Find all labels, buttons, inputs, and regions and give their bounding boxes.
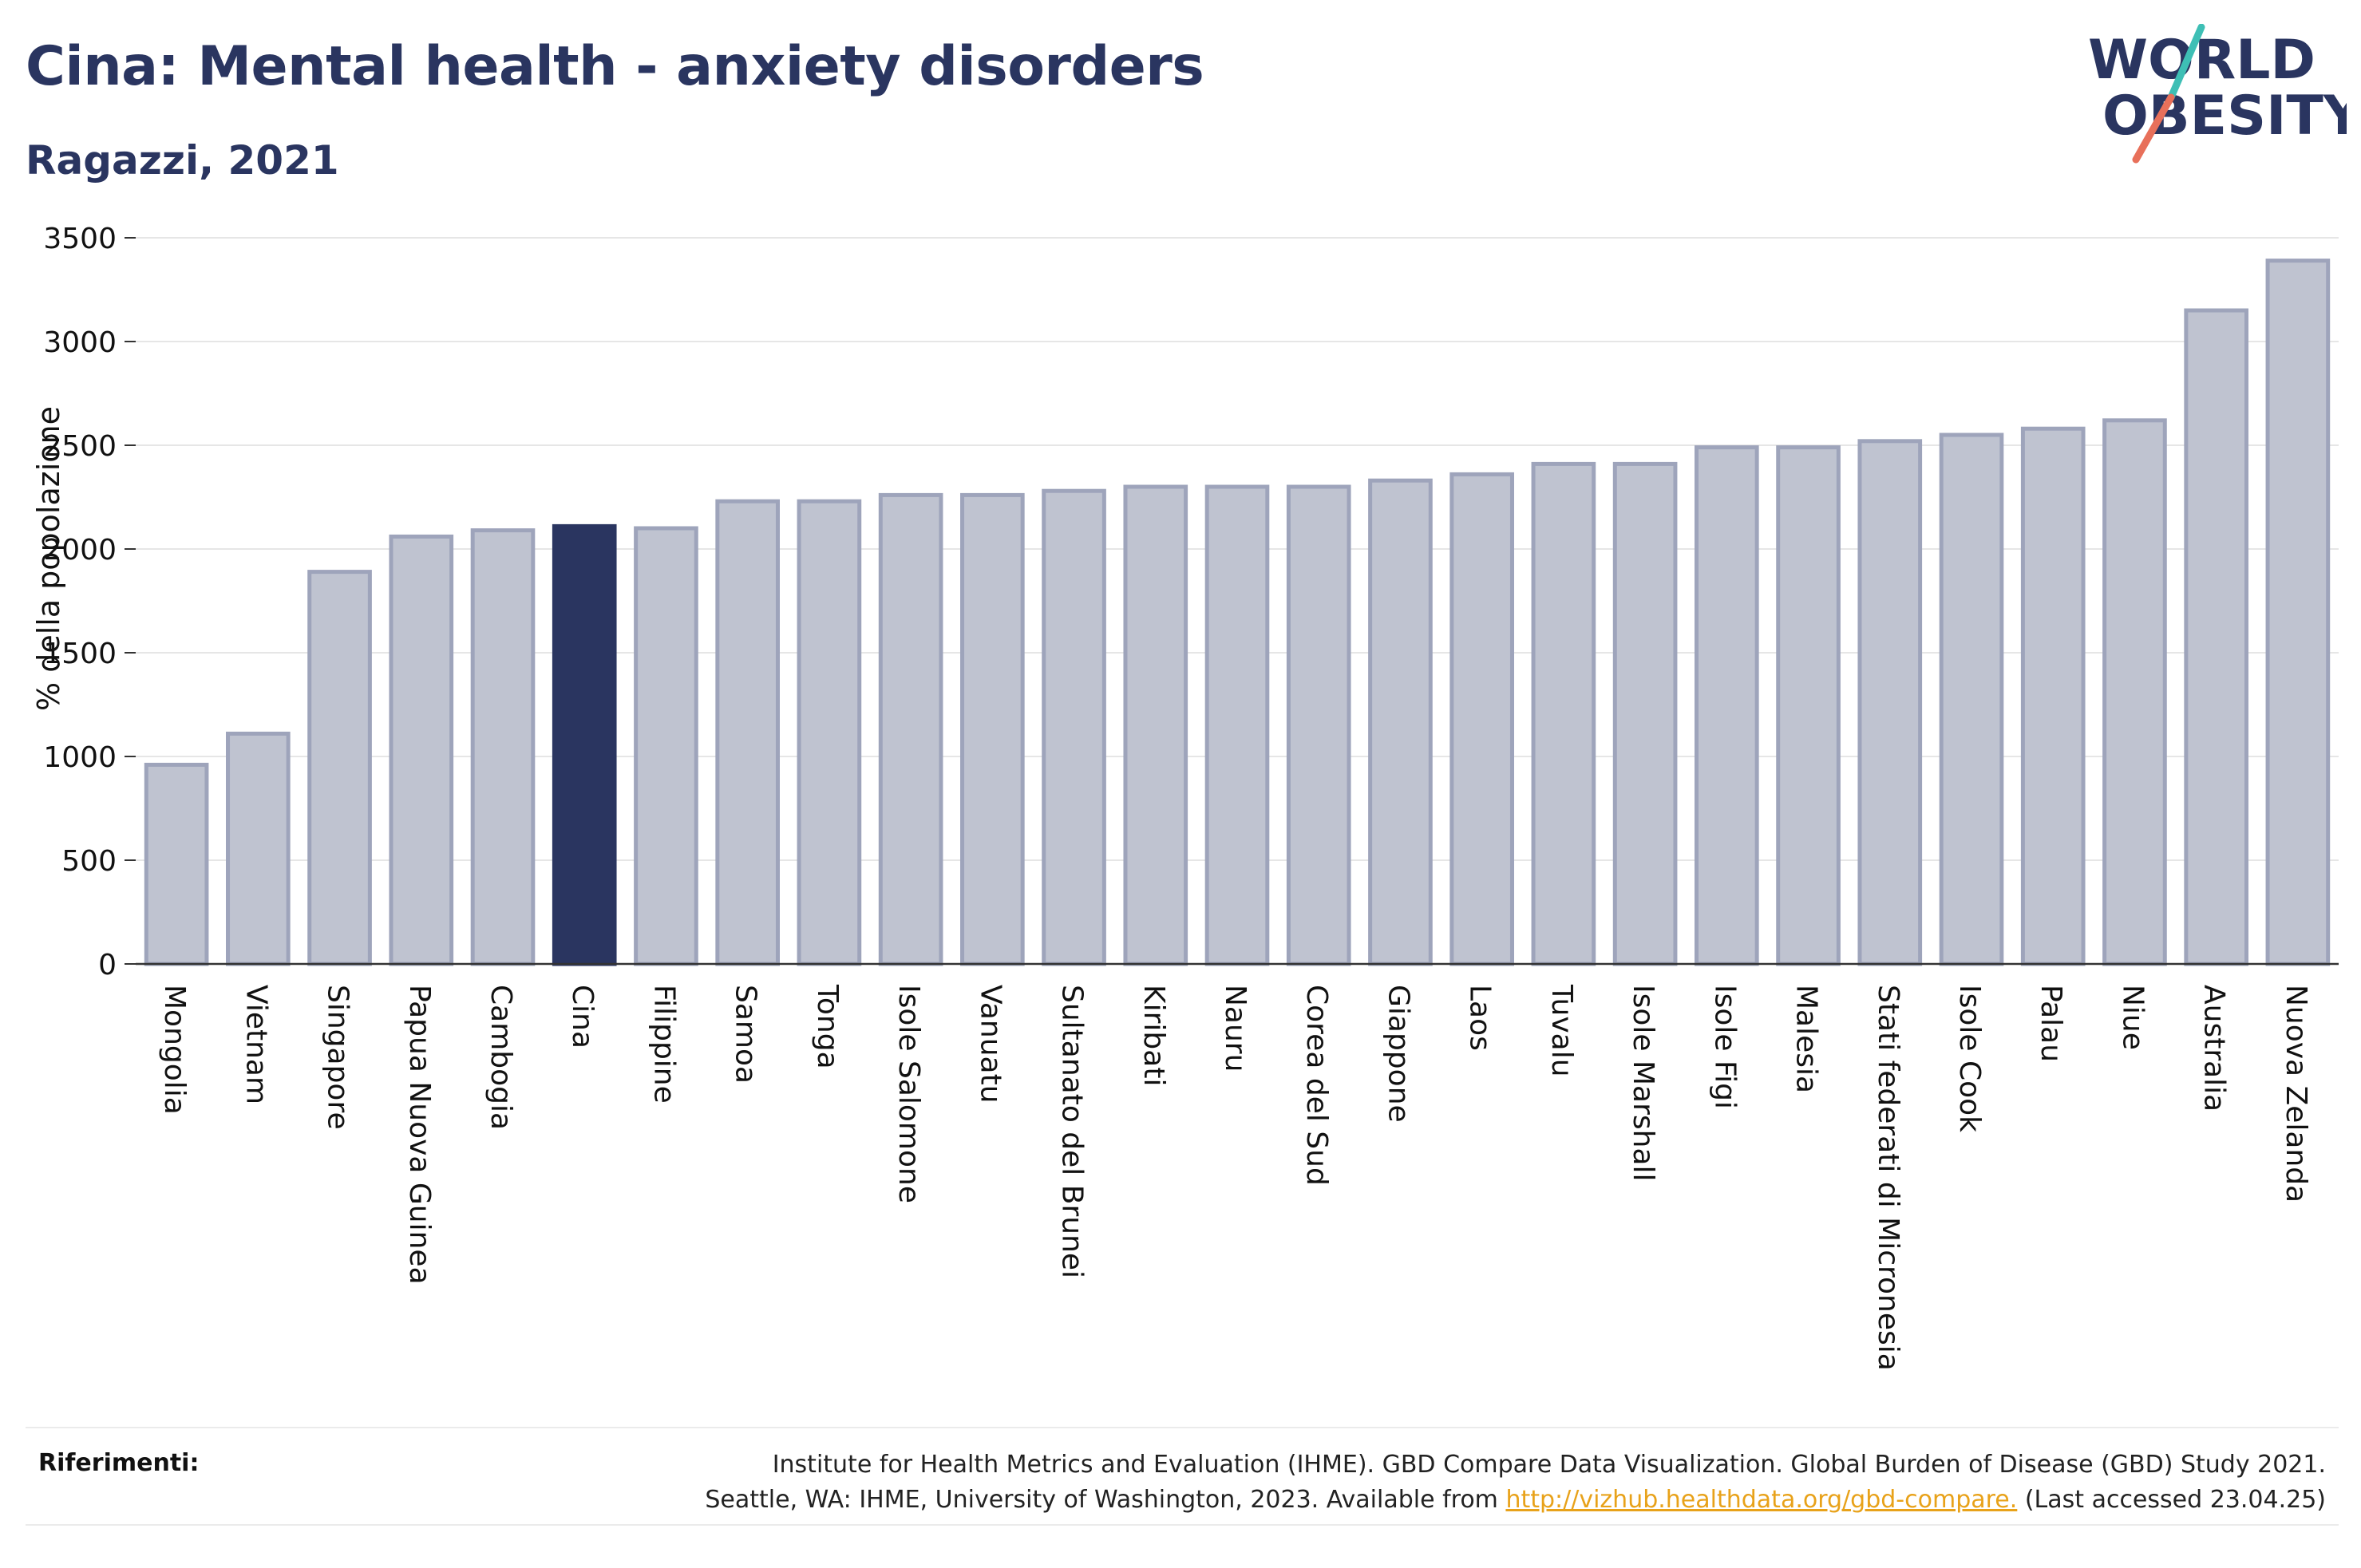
bar-australia [2184,308,2248,966]
reference-line-1: Institute for Health Metrics and Evaluat… [772,1451,2326,1479]
bar-niue [2102,418,2167,966]
x-tick-label: Tonga [811,984,844,1069]
y-tick-label: 2500 [43,430,117,463]
footer-divider-top [26,1427,2339,1428]
x-tick-label: Sultanato del Brunei [1056,985,1089,1278]
y-axis-label: % della popolazione [31,406,66,711]
y-tick-label: 0 [98,949,117,981]
chart-subtitle: Ragazzi, 2021 [26,137,339,184]
y-tick-label: 1500 [43,638,117,670]
x-tick-label: Samoa [730,985,762,1084]
bar-laos [1449,472,1514,966]
bar-filippine [634,526,698,966]
x-tick-label: Tuvalu [1545,984,1578,1077]
bar-malesia [1776,445,1841,966]
bar-vanuatu [960,492,1025,966]
bar-stati-federati-di-micronesia [1857,439,1923,966]
x-tick-label: Stati federati di Micronesia [1872,985,1904,1371]
chart-title: Cina: Mental health - anxiety disorders [26,35,1204,98]
y-tick-label: 3000 [43,326,117,359]
bar-sultanato-del-brunei [1042,488,1106,966]
bar-giappone [1368,478,1433,966]
x-tick-label: Giappone [1382,985,1414,1123]
x-tick-label: Vanuatu [974,985,1006,1104]
x-tick-label: Singapore [322,985,354,1130]
x-tick-label: Cambogia [484,985,517,1130]
bar-corea-del-sud [1286,484,1351,966]
logo-slash-top [2167,24,2205,101]
bars [144,259,2331,966]
bar-mongolia [144,762,209,966]
y-tick-label: 2000 [43,534,117,567]
bar-isole-marshall [1612,461,1678,966]
x-tick-label: Palau [2035,985,2067,1062]
reference-line-2: Seattle, WA: IHME, University of Washing… [705,1483,2326,1518]
x-tick-label: Isole Salomone [892,985,925,1203]
references-label: Riferimenti: [38,1449,200,1477]
gbd-compare-link[interactable]: http://vizhub.healthdata.org/gbd-compare… [1505,1486,2018,1514]
bar-singapore [307,570,372,966]
y-tick-label: 500 [61,845,117,878]
x-tick-label: Cina [566,985,599,1049]
bar-vietnam [226,731,291,966]
logo-slash-bottom [2132,93,2175,164]
x-tick-label: Papua Nuova Guinea [403,985,436,1285]
x-tick-label: Corea del Sud [1300,985,1333,1186]
x-tick-label: Niue [2116,985,2149,1050]
bar-nauru [1204,484,1270,966]
reference-line-2-suffix: (Last accessed 23.04.25) [2017,1486,2326,1514]
bar-chart: 0 500 1000 1500 2000 2500 3000 3500 Mongolia Vie… [31,223,2339,1371]
x-tick-label: Malesia [1790,985,1823,1093]
world-obesity-logo: WORLD OBESITY [2088,24,2347,164]
bar-isole-cook [1939,432,2004,966]
x-tick-label: Nuova Zelanda [2280,985,2312,1203]
y-tick-label: 3500 [43,223,117,255]
x-tick-label: Isole Marshall [1627,985,1659,1182]
x-tick-label: Isole Figi [1708,985,1741,1109]
bar-isole-figi [1695,445,1759,966]
x-axis-ticks: Mongolia Vietnam Singapore Papua Nuova Guin… [158,984,2312,1371]
y-axis-ticks: 0 500 1000 1500 2000 2500 3000 3500 [43,223,136,981]
bar-papua-nuova-guinea [389,534,454,966]
logo-word-obesity: OBESITY [2102,85,2347,148]
bar-cambogia [470,528,536,966]
logo-word-world: WORLD [2088,29,2316,92]
bar-nuova-zelanda [2265,259,2331,966]
bar-tuvalu [1531,461,1596,966]
bar-cina [552,523,617,966]
x-tick-label: Mongolia [158,985,191,1115]
bar-kiribati [1123,484,1188,966]
reference-line-2-prefix: Seattle, WA: IHME, University of Washing… [705,1486,1506,1514]
x-tick-label: Australia [2198,985,2231,1112]
footer-divider-bottom [26,1524,2339,1526]
x-tick-label: Nauru [1219,985,1252,1072]
references-text: Institute for Health Metrics and Evaluat… [705,1448,2326,1518]
x-tick-label: Kiribati [1137,985,1170,1086]
bar-isole-salomone [878,492,943,966]
bar-palau [2020,426,2086,966]
x-tick-label: Vietnam [239,985,272,1104]
y-tick-label: 1000 [43,741,117,774]
bar-samoa [715,499,780,966]
bar-tonga [797,499,862,966]
x-tick-label: Isole Cook [1953,985,1986,1132]
x-tick-label: Filippine [647,985,680,1104]
x-tick-label: Laos [1464,985,1497,1051]
